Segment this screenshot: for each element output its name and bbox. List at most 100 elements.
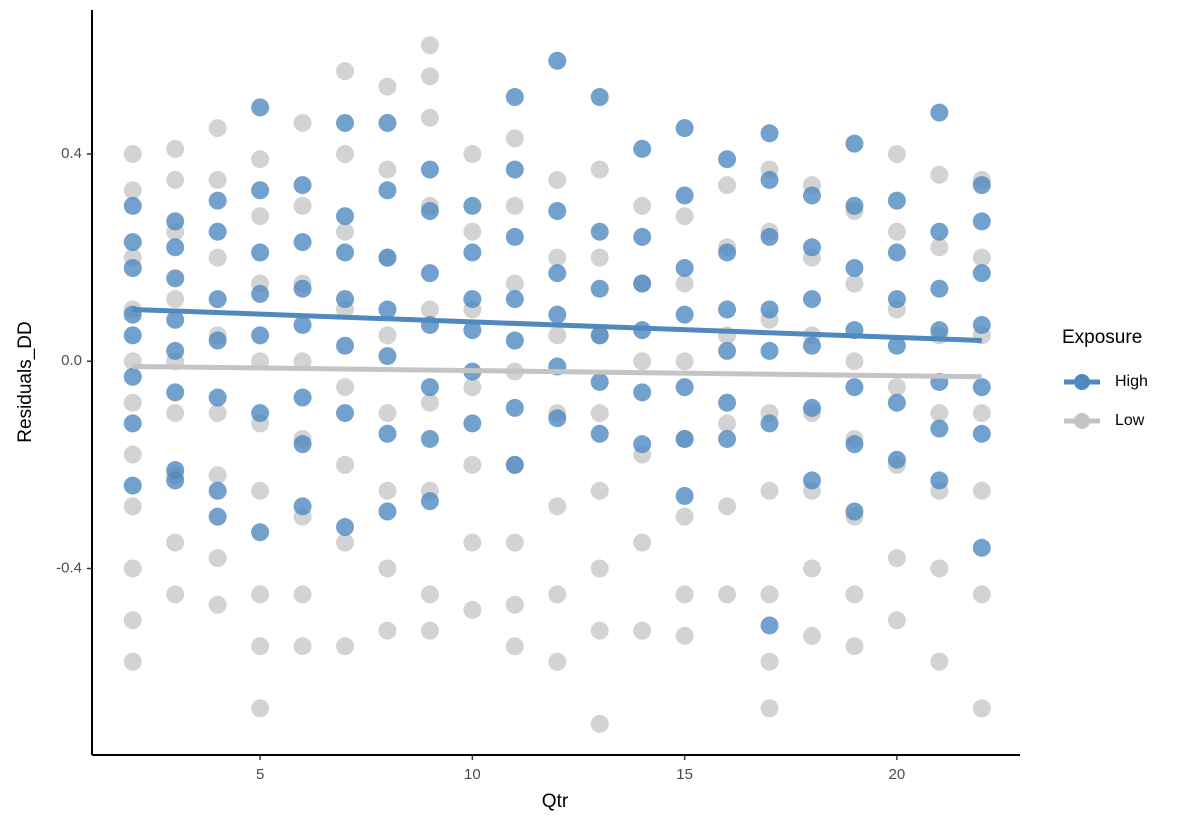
point [463, 534, 481, 552]
point [378, 161, 396, 179]
point [209, 482, 227, 500]
point [124, 259, 142, 277]
point [251, 326, 269, 344]
legend-title: Exposure [1062, 327, 1142, 348]
y-tick-label: -0.4 [56, 559, 82, 576]
point [336, 337, 354, 355]
point [251, 404, 269, 422]
point [378, 347, 396, 365]
point [930, 238, 948, 256]
point [251, 699, 269, 717]
point [633, 435, 651, 453]
x-tick-label: 10 [464, 766, 481, 783]
point [463, 223, 481, 241]
point [294, 114, 312, 132]
point [676, 352, 694, 370]
point [124, 197, 142, 215]
point [633, 534, 651, 552]
point [803, 627, 821, 645]
point [421, 161, 439, 179]
point [761, 171, 779, 189]
point [548, 264, 566, 282]
point [378, 249, 396, 267]
point [888, 192, 906, 210]
point [973, 425, 991, 443]
point [718, 176, 736, 194]
point [845, 259, 863, 277]
point [973, 176, 991, 194]
point [633, 383, 651, 401]
point [251, 637, 269, 655]
point [124, 559, 142, 577]
point [548, 249, 566, 267]
point [718, 585, 736, 603]
point [209, 549, 227, 567]
point [973, 404, 991, 422]
point [336, 290, 354, 308]
point [378, 78, 396, 96]
point [548, 409, 566, 427]
point [591, 425, 609, 443]
point [421, 300, 439, 318]
point [378, 503, 396, 521]
point [124, 368, 142, 386]
point [124, 414, 142, 432]
point [930, 104, 948, 122]
point [973, 264, 991, 282]
point [421, 378, 439, 396]
point [251, 181, 269, 199]
legend-key-point [1074, 374, 1090, 390]
point [336, 243, 354, 261]
point [336, 534, 354, 552]
point [930, 471, 948, 489]
point [506, 456, 524, 474]
y-axis-title: Residuals_DD [15, 321, 36, 442]
point [591, 88, 609, 106]
point [166, 212, 184, 230]
x-tick-label: 5 [256, 766, 264, 783]
point [378, 482, 396, 500]
point [251, 585, 269, 603]
point [548, 306, 566, 324]
point [166, 383, 184, 401]
point [336, 207, 354, 225]
point [718, 394, 736, 412]
point [973, 699, 991, 717]
point [251, 285, 269, 303]
point [209, 508, 227, 526]
point [973, 249, 991, 267]
point [633, 197, 651, 215]
point [803, 399, 821, 417]
point [973, 539, 991, 557]
point [209, 466, 227, 484]
point [761, 228, 779, 246]
point [803, 186, 821, 204]
point [166, 585, 184, 603]
point [378, 622, 396, 640]
point [463, 243, 481, 261]
point [463, 378, 481, 396]
x-axis-title: Qtr [542, 791, 569, 812]
point [294, 637, 312, 655]
point [803, 290, 821, 308]
point [633, 275, 651, 293]
y-tick-label: 0.0 [61, 352, 82, 369]
point [166, 238, 184, 256]
point [845, 637, 863, 655]
point [803, 337, 821, 355]
point [845, 435, 863, 453]
point [506, 129, 524, 147]
point [676, 627, 694, 645]
point [676, 275, 694, 293]
point [591, 249, 609, 267]
point [973, 378, 991, 396]
point [336, 223, 354, 241]
point [591, 223, 609, 241]
point [166, 342, 184, 360]
point [973, 585, 991, 603]
point [124, 477, 142, 495]
point [506, 228, 524, 246]
point [591, 482, 609, 500]
point [676, 487, 694, 505]
point [463, 290, 481, 308]
